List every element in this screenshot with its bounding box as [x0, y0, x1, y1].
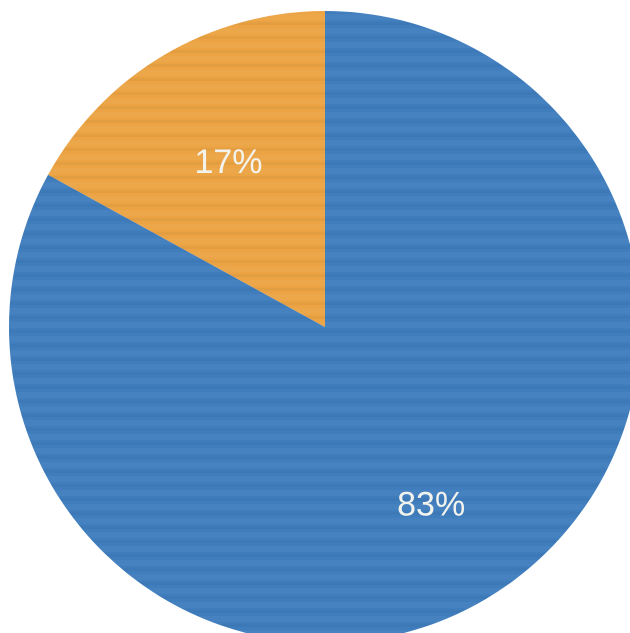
- slice-label: 83%: [397, 486, 465, 524]
- slice-label: 17%: [194, 143, 262, 181]
